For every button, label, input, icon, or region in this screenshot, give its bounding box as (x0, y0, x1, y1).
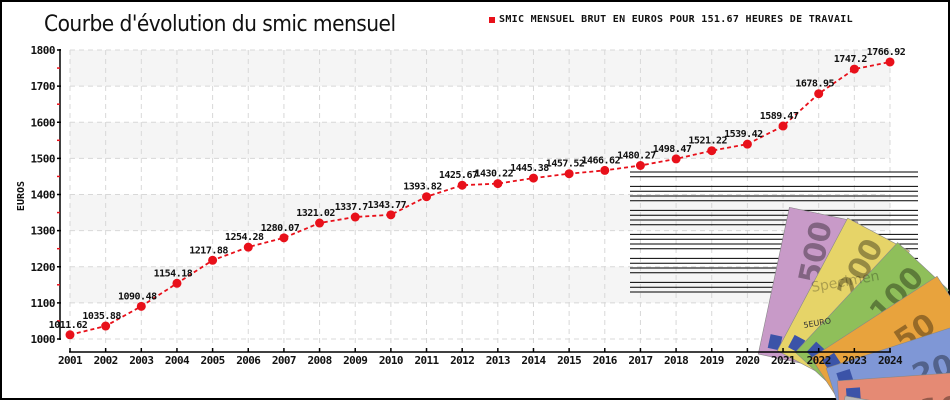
data-point (243, 242, 253, 252)
x-tick-label: 2002 (94, 354, 118, 367)
data-label: 1217.88 (189, 245, 228, 256)
grid-band (70, 50, 890, 87)
data-point (600, 165, 610, 175)
y-tick-label: 1500 (31, 152, 56, 165)
x-tick-label: 2015 (557, 354, 581, 367)
y-tick-label: 1600 (31, 116, 56, 129)
y-tick-label: 1400 (31, 189, 56, 202)
euro-banknotes-image: 5002001005020105Specimen5EURO (630, 171, 950, 400)
data-point (136, 301, 146, 311)
data-point (208, 255, 218, 265)
y-tick-label: 1000 (31, 333, 56, 346)
data-label: 1589.47 (760, 111, 799, 122)
banknote-value: 10 (918, 390, 950, 400)
x-tick-label: 2001 (58, 354, 83, 367)
data-label: 1337.7 (335, 202, 369, 213)
data-label: 1445.38 (510, 163, 549, 174)
legend-swatch-icon (489, 16, 495, 23)
x-tick-label: 2003 (129, 354, 153, 367)
data-label: 1539.42 (724, 129, 763, 140)
x-tick-label: 2019 (700, 354, 724, 367)
x-tick-label: 2010 (379, 354, 403, 367)
data-label: 1393.82 (403, 182, 442, 193)
data-point (65, 330, 75, 340)
x-tick-label: 2009 (343, 354, 367, 367)
data-point (742, 139, 752, 149)
data-point (457, 180, 467, 190)
eu-flag-icon (767, 334, 783, 351)
data-label: 1498.47 (653, 144, 692, 155)
data-point (172, 278, 182, 288)
data-point (422, 192, 432, 202)
series-line (69, 61, 891, 336)
data-label: 1254.28 (225, 232, 264, 243)
chart-title: Courbe d'évolution du smic mensuel (44, 12, 396, 37)
y-tick-label: 1100 (31, 297, 56, 310)
data-point (315, 218, 325, 228)
x-tick-label: 2023 (842, 354, 866, 367)
axes: 1000 1100 1200 1300 1400 1500 1600 1700 1800 EURO… (16, 44, 904, 367)
data-point (707, 146, 717, 156)
data-label: 1747.2 (834, 54, 868, 65)
x-tick-label: 2014 (521, 354, 546, 367)
data-point (386, 210, 396, 220)
grid-band (70, 122, 890, 159)
x-tick-label: 2004 (165, 354, 190, 367)
data-point (635, 161, 645, 171)
data-point (671, 154, 681, 164)
eu-flag-icon (822, 352, 841, 371)
x-tick-label: 2012 (450, 354, 474, 367)
data-label: 1154.18 (154, 268, 193, 279)
data-point (885, 57, 895, 67)
data-point (849, 64, 859, 74)
data-label: 1321.02 (296, 208, 335, 219)
grid-band (70, 266, 890, 303)
banknote-body (837, 370, 950, 400)
data-label: 1678.95 (795, 79, 834, 90)
eu-flag-icon (806, 341, 825, 361)
y-tick-label: 1800 (31, 44, 56, 57)
data-point (778, 121, 788, 131)
x-tick-label: 2022 (807, 354, 831, 367)
data-label: 1343.77 (368, 200, 407, 211)
legend-label: SMIC MENSUEL BRUT EN EUROS POUR 151.67 H… (499, 14, 853, 25)
data-label: 1011.62 (49, 320, 88, 331)
data-point (564, 169, 574, 179)
x-tick-label: 2005 (201, 354, 225, 367)
x-tick-label: 2024 (878, 354, 903, 367)
data-label: 1480.27 (617, 151, 656, 162)
x-tick-label: 2021 (771, 354, 796, 367)
data-label: 1090.48 (118, 291, 157, 302)
x-tick-label: 2007 (272, 354, 296, 367)
data-point (493, 179, 503, 189)
y-axis-label: EUROS (16, 181, 27, 211)
x-tick-label: 2016 (593, 354, 618, 367)
data-label: 1425.67 (439, 170, 478, 181)
x-tick-label: 2006 (236, 354, 261, 367)
data-point (814, 89, 824, 99)
x-tick-label: 2018 (664, 354, 688, 367)
y-tick-label: 1300 (31, 225, 56, 238)
legend: SMIC MENSUEL BRUT EN EUROS POUR 151.67 H… (489, 14, 853, 25)
data-label: 1280.07 (261, 223, 300, 234)
data-point (528, 173, 538, 183)
data-point (101, 321, 111, 331)
x-tick-label: 2020 (735, 354, 759, 367)
data-label: 1766.92 (867, 47, 906, 58)
data-label: 1430.22 (474, 169, 513, 180)
x-tick-label: 2013 (486, 354, 510, 367)
y-tick-label: 1200 (31, 261, 56, 274)
data-point (350, 212, 360, 222)
data-label: 1457.52 (546, 159, 585, 170)
y-tick-label: 1700 (31, 80, 56, 93)
data-label: 1035.88 (82, 311, 121, 322)
data-label: 1466.62 (581, 155, 620, 166)
x-tick-label: 2017 (628, 354, 652, 367)
x-tick-label: 2008 (308, 354, 332, 367)
data-point (279, 233, 289, 243)
data-label: 1521.22 (688, 136, 727, 147)
x-tick-label: 2011 (414, 354, 439, 367)
